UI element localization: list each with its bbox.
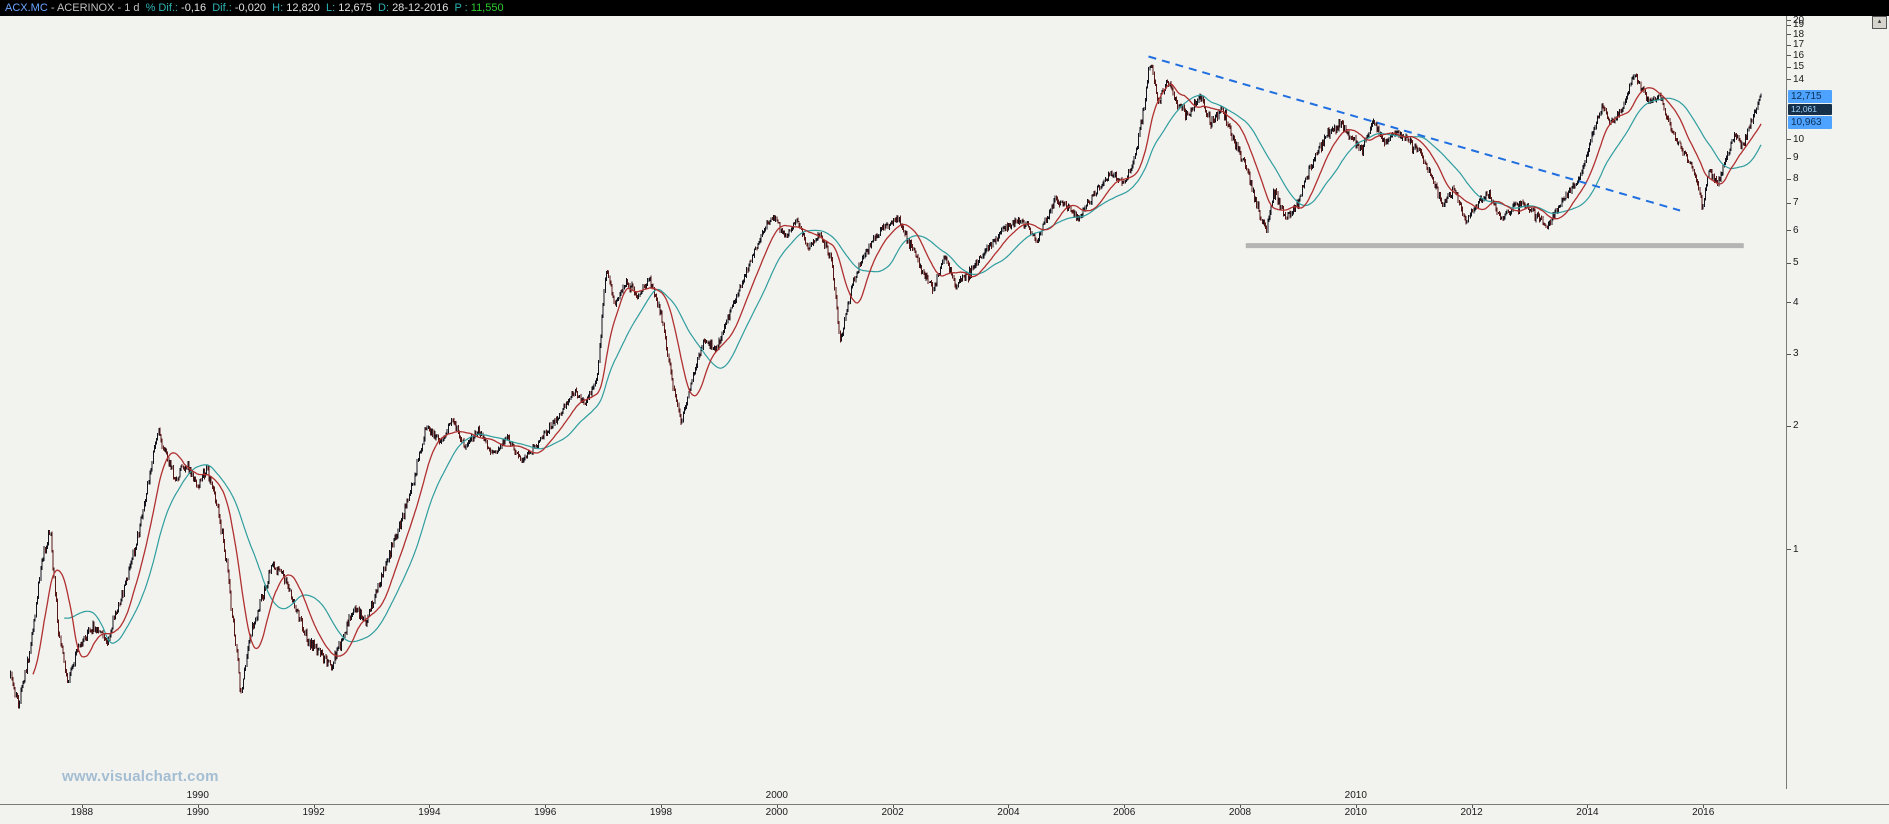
time-axis-tick [661,805,662,808]
time-axis-label: 1996 [534,807,557,818]
price-axis-tick [1787,302,1791,304]
time-axis-line [0,804,1889,805]
price-axis-label: 18 [1793,28,1805,40]
time-axis-tick [82,805,83,808]
price-axis-label: 6 [1793,224,1799,236]
price-axis-tick [1787,353,1791,355]
price-axis-label: 17 [1793,39,1805,51]
watermark: www.visualchart.com [62,768,219,785]
price-axis-tick [1787,202,1791,204]
price-axis-tick [1787,20,1791,21]
decade-label: 2000 [765,790,788,801]
price-axis-label: 1 [1793,543,1799,555]
quote-field: 12,820 [286,2,320,14]
price-axis-label: 5 [1793,257,1799,269]
quote-field: -0,16 [181,2,207,14]
price-axis-label: 15 [1793,61,1805,73]
time-axis[interactable]: 1988 1990 1992 1994 1996 1998 2000 2002 2004 2006… [0,789,1889,824]
time-axis-label: 2016 [1692,807,1715,818]
decade-label: 1990 [186,790,209,801]
price-axis-tick [1787,55,1791,57]
chart-canvas[interactable] [0,16,1786,789]
price-axis-label: 19 [1793,19,1805,31]
time-axis-tick [429,805,431,808]
quote-field: P : [448,2,471,14]
time-axis-label: 2000 [765,807,788,818]
price-axis-label: 3 [1793,348,1799,360]
price-axis-label: 14 [1793,73,1805,85]
price-tag: 12,061 [1788,103,1832,115]
time-axis-label: 2012 [1460,807,1483,818]
candles-up [10,64,1762,709]
price-axis-tick [1787,139,1791,141]
time-axis-tick [1703,805,1705,808]
quote-field: -0,020 [234,2,267,14]
scrollbar-up-button[interactable]: ▴ [1872,16,1887,29]
quote-field: Dif.: [206,2,235,14]
price-axis-label: 4 [1793,296,1799,308]
quote-bar: ACX.MC - ACERINOX - 1 d % Dif.: -0,16 Di… [0,0,1889,16]
trendline-annotation[interactable] [1148,55,1681,212]
price-axis-label: 8 [1793,173,1799,185]
time-axis-tick [197,805,199,808]
quote-field: - ACERINOX - [47,2,125,14]
time-axis-label: 2010 [1344,807,1367,818]
candles-down [11,64,1753,709]
time-axis-label: 2002 [881,807,904,818]
price-axis-tick [1787,44,1791,46]
price-axis-label: 16 [1793,49,1805,61]
time-axis-tick [1124,805,1126,808]
fast-moving-average-line [32,83,1762,675]
price-chart-area[interactable]: www.visualchart.com [0,16,1786,789]
time-axis-tick [1008,805,1010,808]
time-axis-tick [1587,805,1589,808]
price-axis-label: 9 [1793,152,1799,164]
quote-field: 12,675 [338,2,372,14]
quote-field: D: [371,2,393,14]
time-axis-tick [313,805,315,808]
price-axis[interactable]: ▴ 20 19 18 17 16 15 14 10 9 8 7 6 5 4 3 2 1 12,715 12,061 1… [1786,14,1889,789]
price-axis-label: 20 [1793,14,1805,26]
price-axis-tick [1787,178,1791,180]
price-axis-tick [1787,79,1791,81]
price-tag: 10,963 [1788,116,1832,130]
time-axis-label: 1988 [70,807,94,818]
time-axis-tick [1471,805,1473,808]
time-axis-label: 1994 [418,807,441,818]
price-axis-tick [1787,34,1791,36]
quote-field: % Dif.: [139,2,182,14]
price-axis-tick [1787,66,1791,68]
price-axis-tick [1787,549,1791,551]
price-axis-tick [1787,262,1791,264]
time-axis-label: 2014 [1576,807,1599,818]
price-axis-label: 7 [1793,197,1799,209]
price-axis-tick [1787,157,1791,159]
price-axis-tick [1787,230,1791,232]
time-axis-label: 2006 [1113,807,1136,818]
decade-label: 2010 [1344,790,1367,801]
price-axis-tick [1787,425,1791,427]
time-axis-tick [892,805,894,808]
quote-field: 1 d [124,2,140,14]
price-axis-label: 10 [1793,133,1805,145]
price-axis-label: 2 [1793,420,1799,432]
time-axis-label: 1992 [302,807,325,818]
time-axis-label: 2008 [1228,807,1252,818]
time-axis-label: 1990 [186,807,209,818]
time-axis-tick [776,805,778,808]
quote-field: ACX.MC [5,2,48,14]
price-tag: 12,715 [1788,89,1832,103]
time-axis-label: 2004 [997,807,1020,818]
time-axis-tick [1240,805,1241,808]
quote-field: H: [266,2,287,14]
time-axis-label: 1998 [649,807,673,818]
time-axis-tick [1355,805,1357,808]
quote-field: L: [319,2,339,14]
quote-field: 28-12-2016 [392,2,449,14]
slow-moving-average-line [64,94,1762,644]
price-axis-tick [1787,24,1791,26]
time-axis-tick [545,805,547,808]
quote-field: 11,550 [470,2,504,14]
